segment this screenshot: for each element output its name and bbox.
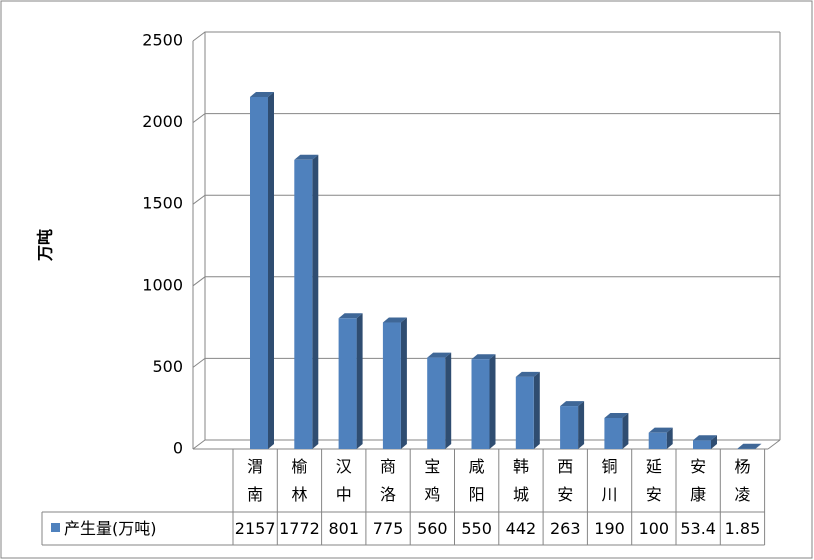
x-tick-label: 西安 bbox=[557, 457, 574, 504]
bar-side bbox=[268, 91, 274, 449]
bar-side bbox=[622, 412, 629, 449]
x-tick-label: 安康 bbox=[690, 457, 707, 504]
grid-line bbox=[192, 439, 780, 450]
legend-swatch bbox=[51, 523, 60, 532]
bar-top bbox=[427, 352, 452, 358]
bar-side bbox=[312, 154, 319, 449]
bar-top bbox=[294, 154, 319, 160]
y-tick-label: 1000 bbox=[142, 275, 183, 294]
grid-line bbox=[192, 31, 780, 42]
grid-line bbox=[192, 276, 780, 287]
grid-line bbox=[192, 113, 780, 123]
grid-line bbox=[192, 194, 780, 205]
x-tick-label: 铜川 bbox=[601, 457, 618, 504]
bar bbox=[648, 432, 667, 449]
bar-side bbox=[578, 401, 585, 449]
y-tick-label: 1500 bbox=[142, 194, 183, 213]
table-value: 2157 bbox=[234, 519, 276, 538]
table-value: 263 bbox=[549, 519, 581, 538]
y-tick-label: 2000 bbox=[142, 112, 183, 131]
x-tick-label: 延安 bbox=[645, 457, 662, 504]
x-tick-label: 杨凌 bbox=[734, 457, 751, 504]
bar bbox=[560, 406, 579, 449]
bar bbox=[338, 318, 357, 449]
bar-top bbox=[338, 313, 363, 319]
x-tick-label: 榆林 bbox=[291, 457, 308, 504]
table-value: 801 bbox=[328, 519, 360, 538]
y-axis-label: 万吨 bbox=[36, 229, 55, 262]
x-tick-label: 商洛 bbox=[380, 457, 397, 504]
x-tick-label: 汉中 bbox=[335, 457, 352, 504]
bar bbox=[604, 417, 623, 449]
table-value: 1772 bbox=[279, 519, 320, 538]
table-value: 100 bbox=[638, 519, 670, 538]
bar-top bbox=[382, 317, 407, 323]
table-value: 1.85 bbox=[724, 519, 761, 538]
table-value: 53.4 bbox=[680, 519, 716, 538]
bar-side bbox=[755, 443, 762, 449]
bar-top bbox=[515, 371, 540, 377]
bar bbox=[515, 376, 534, 449]
legend-label: 产生量(万吨) bbox=[64, 519, 157, 538]
grid-line bbox=[192, 357, 780, 368]
bar-side bbox=[489, 354, 496, 449]
x-tick-label: 咸阳 bbox=[468, 457, 485, 504]
bar-side bbox=[533, 371, 540, 449]
bar-top bbox=[250, 91, 274, 97]
bar bbox=[693, 440, 711, 449]
bar-top bbox=[737, 443, 762, 449]
x-tick-label: 韩城 bbox=[512, 457, 529, 504]
table-value: 775 bbox=[372, 519, 404, 538]
table-value: 442 bbox=[505, 519, 537, 538]
bar bbox=[294, 159, 313, 449]
bar bbox=[250, 96, 268, 449]
y-tick-label: 0 bbox=[173, 439, 183, 458]
bar-side bbox=[445, 352, 452, 449]
bar-side bbox=[356, 313, 363, 449]
y-tick-label: 2500 bbox=[142, 31, 183, 50]
bar-top bbox=[693, 435, 717, 441]
bar-side bbox=[400, 317, 407, 449]
bar-side bbox=[666, 427, 673, 449]
bar bbox=[471, 359, 490, 449]
x-tick-label: 渭南 bbox=[247, 457, 264, 504]
bar-side bbox=[711, 435, 717, 449]
bar bbox=[427, 357, 446, 449]
floor-line bbox=[767, 439, 781, 450]
table-value: 550 bbox=[461, 519, 492, 538]
table-value: 190 bbox=[594, 519, 625, 538]
table-value: 560 bbox=[417, 519, 448, 538]
bar-top bbox=[648, 427, 673, 433]
bar bbox=[382, 322, 401, 449]
x-tick-label: 宝鸡 bbox=[424, 457, 441, 504]
y-tick-label: 500 bbox=[152, 357, 183, 376]
bar-top bbox=[560, 401, 585, 407]
bar-top bbox=[471, 354, 496, 360]
bar-top bbox=[604, 412, 629, 418]
